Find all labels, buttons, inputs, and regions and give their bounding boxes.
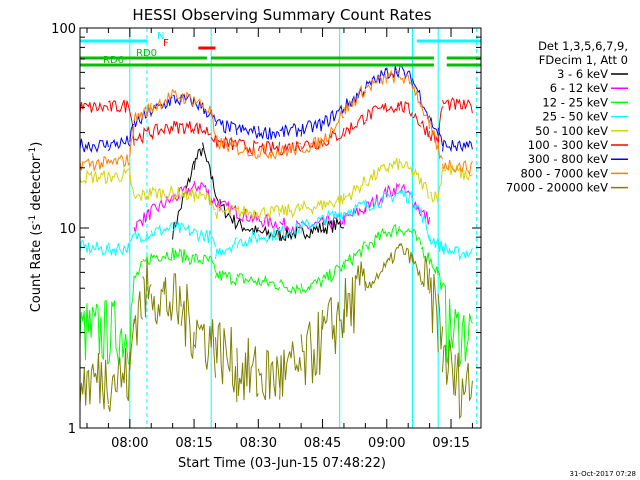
- y-axis-label-end: ): [29, 142, 44, 147]
- legend-header-line-1: Det 1,3,5,6,7,9,: [538, 39, 628, 53]
- series-50-100-kev: [80, 157, 473, 220]
- legend-label-12-25-kev: 12 - 25 keV: [542, 95, 608, 109]
- series-group: [80, 63, 473, 420]
- legend-label-6-12-kev: 6 - 12 keV: [550, 81, 608, 95]
- legend-label-300-800-kev: 300 - 800 keV: [528, 152, 608, 166]
- y-axis-label-sup2: -1: [28, 147, 38, 156]
- series-7000-20000-kev: [80, 242, 473, 420]
- axes: 1 10 100 08:00 08:15 08:30 08:45 09:00 09:15: [51, 22, 482, 451]
- series-line-25-50-kev: [80, 189, 473, 262]
- legend-header-line-2: FDecim 1, Att 0: [539, 53, 628, 67]
- flag-n: N: [80, 31, 481, 43]
- timestamp-stamp: 31-Oct-2017 07:28: [570, 470, 636, 478]
- legend-label-800-7000-kev: 800 - 7000 keV: [520, 166, 608, 180]
- plot-area: [80, 28, 478, 428]
- series-line-6-12-kev: [133, 180, 431, 234]
- series-line-100-300-kev: [80, 97, 473, 156]
- x-tick-label-5: 09:15: [432, 436, 469, 451]
- y-tick-label-1: 10: [59, 222, 76, 237]
- x-tick-label-1: 08:15: [175, 436, 212, 451]
- chart-title: HESSI Observing Summary Count Rates: [132, 6, 431, 24]
- flag-rd6: RD6: [80, 55, 481, 67]
- y-axis-label-mid: detector: [29, 155, 44, 215]
- series-800-7000-kev: [80, 68, 473, 176]
- legend: Det 1,3,5,6,7,9, FDecim 1, Att 0 3 - 6 k…: [506, 39, 628, 195]
- flag-f-label: F: [163, 38, 169, 49]
- flag-f: F: [163, 38, 216, 50]
- x-axis-label: Start Time (03-Jun-15 07:48:22): [178, 456, 386, 471]
- series-line-800-7000-kev: [80, 68, 473, 176]
- y-axis-label: Count Rate (s-1 detector-1): [28, 142, 44, 313]
- legend-label-100-300-kev: 100 - 300 keV: [528, 138, 608, 152]
- y-tick-label-2: 100: [51, 22, 76, 37]
- series-25-50-kev: [80, 189, 473, 262]
- x-tick-label-4: 09:00: [368, 436, 405, 451]
- series-6-12-kev: [133, 180, 431, 234]
- series-300-800-kev: [80, 63, 473, 154]
- flag-layer: NF RD0 RD6: [80, 31, 481, 67]
- legend-label-3-6-kev: 3 - 6 keV: [557, 67, 608, 81]
- series-line-300-800-kev: [80, 63, 473, 154]
- flag-rd6-label: RD6: [103, 55, 124, 66]
- series-line-50-100-kev: [80, 157, 473, 220]
- series-100-300-kev: [80, 97, 473, 156]
- flag-rd0-label: RD0: [136, 48, 157, 59]
- y-axis-label-main: Count Rate (s: [29, 224, 44, 313]
- legend-label-7000-20000-kev: 7000 - 20000 keV: [506, 181, 608, 195]
- legend-label-50-100-kev: 50 - 100 keV: [535, 124, 608, 138]
- x-tick-label-3: 08:45: [304, 436, 341, 451]
- flag-n-label: N: [157, 31, 164, 42]
- x-tick-label-0: 08:00: [111, 436, 148, 451]
- legend-label-25-50-kev: 25 - 50 keV: [542, 110, 608, 124]
- series-12-25-kev: [80, 223, 473, 367]
- x-tick-label-2: 08:30: [240, 436, 277, 451]
- series-line-7000-20000-kev: [80, 242, 473, 420]
- y-tick-label-0: 1: [68, 422, 76, 437]
- flag-rd0: RD0: [80, 48, 481, 60]
- series-line-12-25-kev: [80, 223, 473, 367]
- y-axis-label-sup1: -1: [28, 215, 38, 224]
